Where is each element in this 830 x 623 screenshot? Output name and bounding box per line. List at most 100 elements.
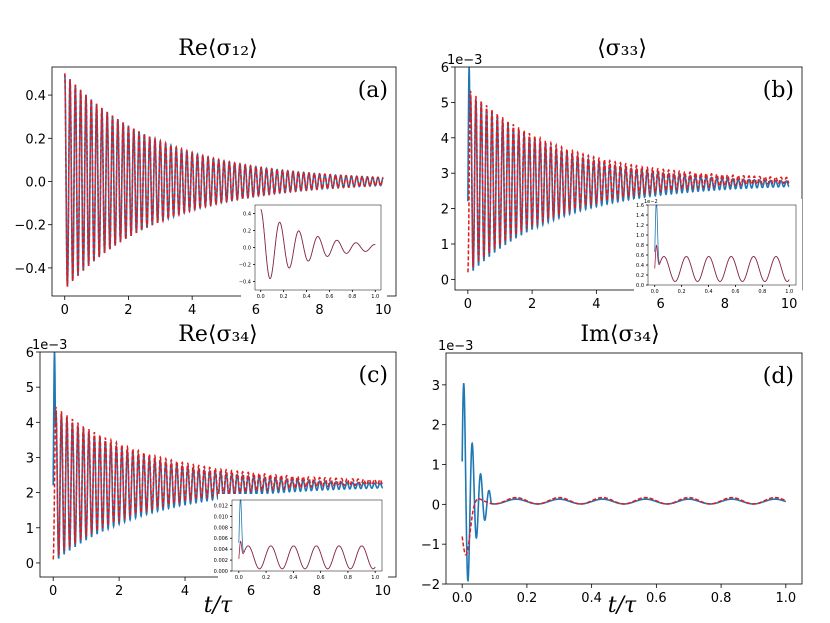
y-tick-label: 2 xyxy=(26,487,34,502)
x-tick-label: 6 xyxy=(656,297,664,312)
y-tick-label: 1.6 xyxy=(636,203,644,209)
x-tick-label: 0.8 xyxy=(711,591,732,606)
x-tick-label: 2 xyxy=(124,303,132,318)
y-tick-label: 0.002 xyxy=(214,558,228,564)
chart-title: Re⟨σ₃₄⟩ xyxy=(178,322,257,347)
chart-panel-a: 0 2 4 6 8 10 −0.4 −0.2 0.0 0.2 0.4 Re⟨σ₁₂⟩ (a) 0.0 0.2… xyxy=(14,36,397,318)
x-tick-label: 0.2 xyxy=(262,575,270,581)
x-tick-label: 0 xyxy=(61,303,69,318)
x-tick-label: 0.0 xyxy=(651,289,659,295)
y-tick-label: 3 xyxy=(441,167,449,182)
y-tick-label: 0 xyxy=(441,273,449,288)
inset-plot-frame xyxy=(231,499,383,572)
x-tick-label: 8 xyxy=(313,584,321,599)
x-axis-label-d: t/τ xyxy=(608,593,637,618)
x-tick-label: 4 xyxy=(181,584,189,599)
plot-frame xyxy=(454,66,803,291)
y-tick-label: 0.8 xyxy=(636,243,644,249)
y-tick-label: 0.2 xyxy=(243,229,251,235)
x-tick-label: 6 xyxy=(247,584,255,599)
y-tick-label: 1 xyxy=(26,522,34,537)
x-tick-label: 0 xyxy=(49,584,57,599)
y-tick-label: 0.000 xyxy=(214,569,228,575)
inset-series-line-approx xyxy=(260,208,376,280)
y-tick-label: 0.6 xyxy=(636,253,644,259)
y-tick-label: 0.2 xyxy=(636,273,644,279)
x-tick-label: 0.0 xyxy=(235,575,243,581)
axis-offset-text: 1e−2 xyxy=(644,199,658,205)
chart-title: Re⟨σ₁₂⟩ xyxy=(178,36,257,61)
x-tick-label: 4 xyxy=(188,303,196,318)
inset-series-line-approx xyxy=(654,244,790,282)
x-tick-label: 8 xyxy=(721,297,729,312)
y-tick-label: −0.4 xyxy=(239,280,251,286)
x-tick-label: 1.0 xyxy=(371,294,379,300)
x-tick-label: 8 xyxy=(315,303,323,318)
x-tick-label: 10 xyxy=(375,303,392,318)
series-line-approx xyxy=(467,90,790,273)
y-tick-label: −1 xyxy=(421,538,440,553)
panel-label: (b) xyxy=(763,78,794,103)
y-tick-label: 1 xyxy=(432,459,440,474)
x-tick-label: 0.2 xyxy=(517,591,538,606)
x-tick-label: 1.0 xyxy=(785,289,793,295)
x-tick-label: 0.0 xyxy=(452,591,473,606)
y-tick-label: 5 xyxy=(441,96,449,111)
y-tick-label: 0.4 xyxy=(243,212,251,218)
y-tick-label: 0.010 xyxy=(214,514,228,520)
y-tick-label: 1.0 xyxy=(636,233,644,239)
x-tick-label: 0.2 xyxy=(280,294,288,300)
x-tick-label: 2 xyxy=(115,584,123,599)
y-tick-label: 4 xyxy=(26,416,34,431)
y-tick-label: −0.2 xyxy=(14,219,46,234)
y-tick-label: 0 xyxy=(26,557,34,572)
x-tick-label: 1.0 xyxy=(371,575,379,581)
x-axis-label-c: t/τ xyxy=(204,593,233,618)
y-tick-label: 1.4 xyxy=(636,213,644,219)
y-tick-label: 0.0 xyxy=(25,176,46,191)
x-tick-label: 0.6 xyxy=(325,294,333,300)
inset-series-line-approx xyxy=(238,540,376,570)
inset-chart: 0.0 0.2 0.4 0.6 0.8 1.0 −0.4 −0.2 0.0 0.2 0.4 xyxy=(239,199,387,302)
plot-frame xyxy=(445,352,803,585)
x-tick-label: 0.4 xyxy=(581,591,602,606)
x-tick-label: 0.6 xyxy=(731,289,739,295)
x-tick-label: 2 xyxy=(528,297,536,312)
y-tick-label: 0.006 xyxy=(214,536,228,542)
x-tick-label: 0.4 xyxy=(705,289,713,295)
panel-label: (a) xyxy=(358,78,388,103)
y-tick-label: 0.0 xyxy=(636,283,644,289)
series-line-exact xyxy=(461,382,787,583)
y-tick-label: 0.4 xyxy=(25,89,46,104)
panel-label: (c) xyxy=(359,363,389,388)
y-tick-label: 1 xyxy=(441,238,449,253)
panel-label: (d) xyxy=(763,364,794,389)
y-tick-label: −0.2 xyxy=(239,263,251,269)
x-tick-label: 0 xyxy=(464,297,472,312)
y-tick-label: 0.0 xyxy=(243,246,251,252)
y-tick-label: 0 xyxy=(432,498,440,513)
x-tick-label: 0.0 xyxy=(257,294,265,300)
y-tick-label: 1.2 xyxy=(636,223,644,229)
x-tick-label: 6 xyxy=(252,303,260,318)
chart-panel-d: 0.0 0.2 0.4 0.6 0.8 1.0 −2 −1 0 1 2 3 1e−3 Im⟨σ₃₄⟩ (d) xyxy=(421,322,803,606)
x-tick-label: 0.8 xyxy=(348,294,356,300)
y-tick-label: 3 xyxy=(432,379,440,394)
axis-offset-text: 1e−3 xyxy=(32,338,67,353)
inset-chart: 0.0 0.2 0.4 0.6 0.8 1.0 0.0 0.2 0.4 0.6 0.8 1.0 1.2 1… xyxy=(634,199,802,297)
y-tick-label: 6 xyxy=(26,346,34,361)
y-tick-label: 0.008 xyxy=(214,525,228,531)
chart-title: ⟨σ₃₃⟩ xyxy=(597,36,647,61)
x-tick-label: 1.0 xyxy=(775,591,796,606)
y-tick-label: 0.4 xyxy=(636,263,644,269)
x-tick-label: 0.2 xyxy=(678,289,686,295)
y-tick-label: 6 xyxy=(441,61,449,76)
y-tick-label: 5 xyxy=(26,381,34,396)
y-tick-label: 0.004 xyxy=(214,547,228,553)
series-line-approx xyxy=(63,73,384,287)
x-tick-label: 0.8 xyxy=(758,289,766,295)
x-tick-label: 0.4 xyxy=(303,294,311,300)
x-tick-label: 0.6 xyxy=(317,575,325,581)
